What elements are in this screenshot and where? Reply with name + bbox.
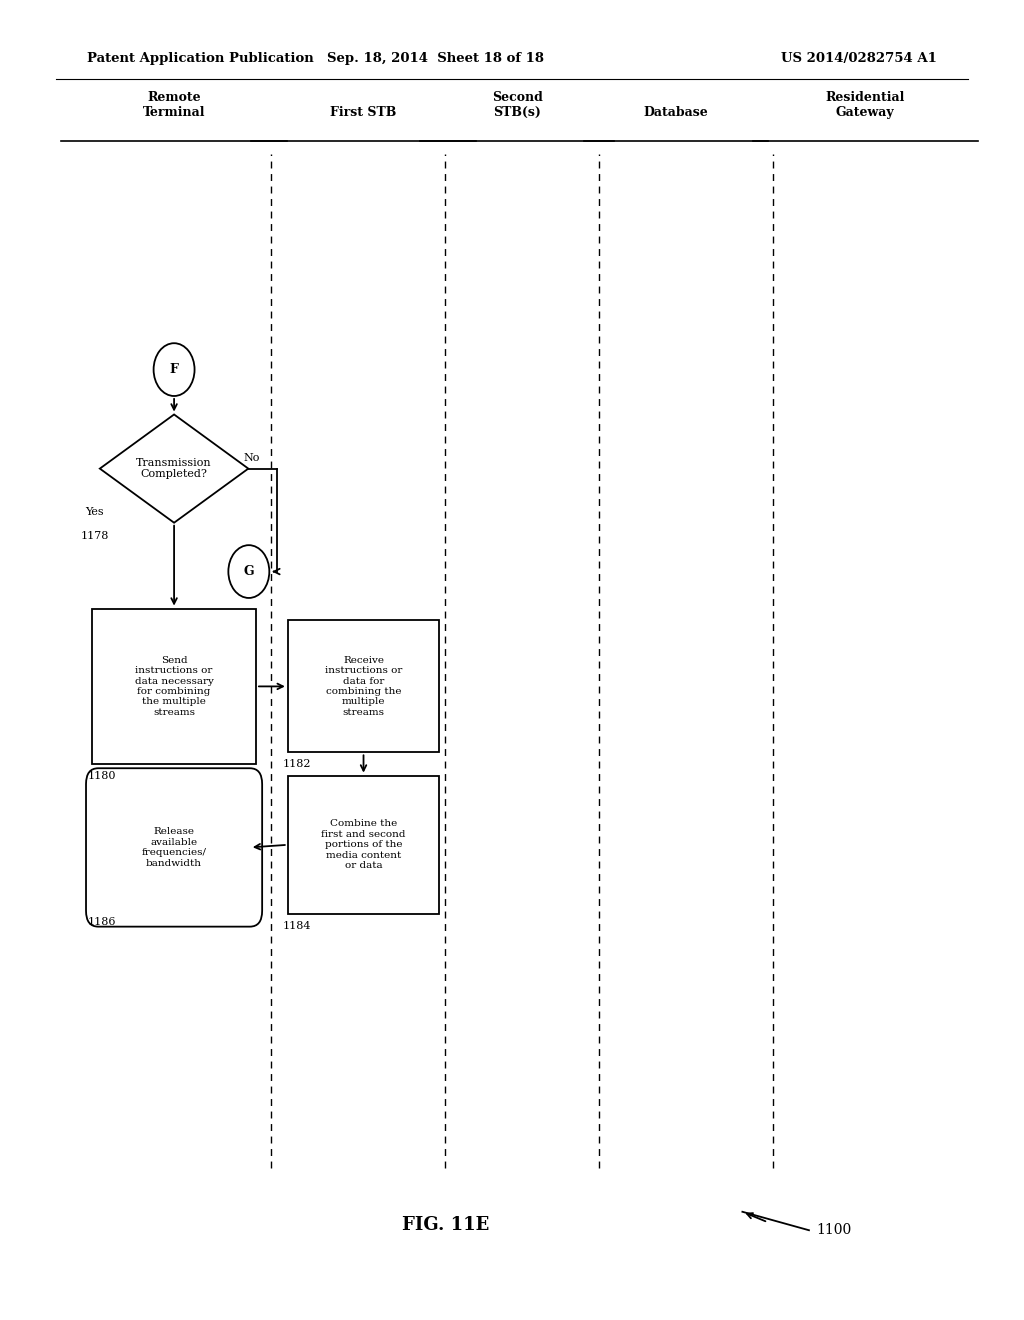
FancyBboxPatch shape [92, 609, 256, 764]
Text: 1182: 1182 [283, 759, 311, 770]
Text: FIG. 11E: FIG. 11E [401, 1216, 489, 1234]
Text: 1186: 1186 [88, 917, 117, 928]
FancyBboxPatch shape [86, 768, 262, 927]
Text: Remote
Terminal: Remote Terminal [142, 91, 206, 119]
Text: Database: Database [643, 106, 709, 119]
Polygon shape [100, 414, 248, 523]
Circle shape [228, 545, 269, 598]
Text: G: G [244, 565, 254, 578]
Text: No: No [244, 453, 260, 463]
Text: US 2014/0282754 A1: US 2014/0282754 A1 [781, 51, 937, 65]
Text: Release
available
frequencies/
bandwidth: Release available frequencies/ bandwidth [141, 828, 207, 867]
Text: Sep. 18, 2014  Sheet 18 of 18: Sep. 18, 2014 Sheet 18 of 18 [327, 51, 544, 65]
Text: First STB: First STB [331, 106, 396, 119]
Text: Patent Application Publication: Patent Application Publication [87, 51, 313, 65]
Text: Receive
instructions or
data for
combining the
multiple
streams: Receive instructions or data for combini… [325, 656, 402, 717]
Text: Transmission
Completed?: Transmission Completed? [136, 458, 212, 479]
FancyBboxPatch shape [288, 620, 439, 752]
Text: Second
STB(s): Second STB(s) [492, 91, 543, 119]
Text: 1180: 1180 [88, 771, 117, 781]
Text: 1178: 1178 [81, 531, 110, 541]
FancyBboxPatch shape [288, 776, 439, 913]
Text: F: F [170, 363, 178, 376]
Text: 1100: 1100 [816, 1224, 851, 1237]
Text: Combine the
first and second
portions of the
media content
or data: Combine the first and second portions of… [322, 820, 406, 870]
Text: 1184: 1184 [283, 921, 311, 932]
Circle shape [154, 343, 195, 396]
Text: Send
instructions or
data necessary
for combining
the multiple
streams: Send instructions or data necessary for … [134, 656, 214, 717]
Text: Residential
Gateway: Residential Gateway [825, 91, 905, 119]
Text: Yes: Yes [85, 507, 103, 517]
